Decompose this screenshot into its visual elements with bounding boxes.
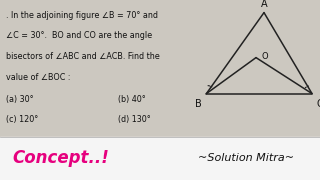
Text: (c) 120°: (c) 120° [6,115,39,124]
Text: C: C [316,99,320,109]
Text: ∠C = 30°.  BO and CO are the angle: ∠C = 30°. BO and CO are the angle [6,31,153,40]
Text: B: B [195,99,202,109]
Text: (a) 30°: (a) 30° [6,95,34,104]
Text: ~Solution Mitra~: ~Solution Mitra~ [198,153,294,163]
Text: O: O [262,52,268,61]
Text: Concept..!: Concept..! [13,149,110,167]
Text: . In the adjoining figure ∠B = 70° and: . In the adjoining figure ∠B = 70° and [6,11,158,20]
Text: (b) 40°: (b) 40° [118,95,146,104]
Text: A: A [261,0,267,9]
Bar [0,137,320,180]
Text: bisectors of ∠ABC and ∠ACB. Find the: bisectors of ∠ABC and ∠ACB. Find the [6,52,160,61]
Text: value of ∠BOC :: value of ∠BOC : [6,73,71,82]
Text: (d) 130°: (d) 130° [118,115,151,124]
